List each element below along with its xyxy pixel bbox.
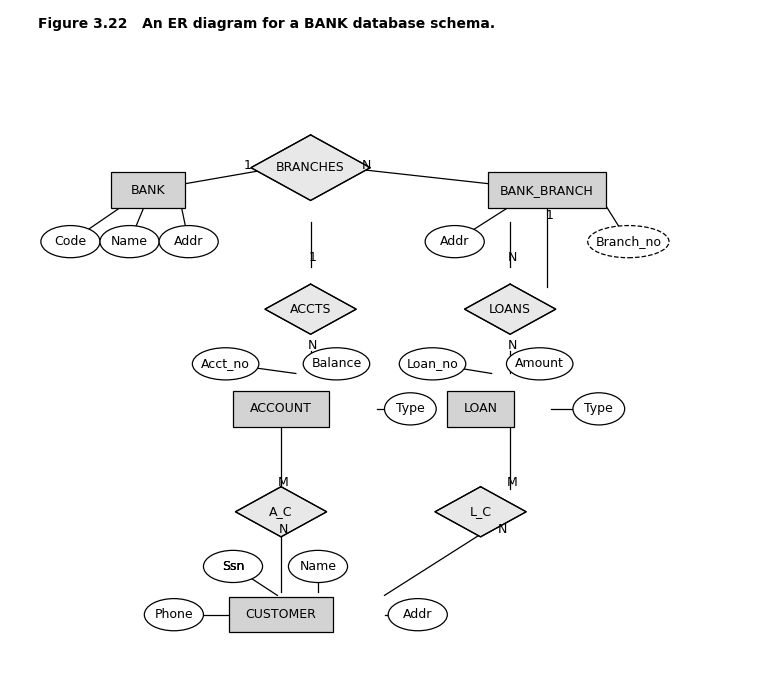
- Ellipse shape: [303, 348, 370, 380]
- Text: N: N: [308, 339, 318, 353]
- Polygon shape: [235, 486, 327, 537]
- Text: 1: 1: [545, 210, 553, 222]
- Ellipse shape: [573, 393, 624, 425]
- Ellipse shape: [399, 348, 466, 380]
- Text: N: N: [508, 339, 517, 353]
- Text: Ssn: Ssn: [221, 560, 245, 573]
- Text: Branch_no: Branch_no: [595, 235, 661, 248]
- Ellipse shape: [288, 550, 348, 582]
- Ellipse shape: [507, 348, 573, 380]
- Text: A_C: A_C: [269, 505, 293, 518]
- Ellipse shape: [425, 226, 484, 257]
- Text: Code: Code: [55, 235, 86, 248]
- Ellipse shape: [384, 393, 436, 425]
- Text: Name: Name: [299, 560, 337, 573]
- Text: Addr: Addr: [174, 235, 203, 248]
- Text: Name: Name: [111, 235, 148, 248]
- Text: Phone: Phone: [155, 608, 193, 621]
- Text: L_C: L_C: [470, 505, 491, 518]
- FancyBboxPatch shape: [229, 597, 333, 632]
- Ellipse shape: [145, 599, 204, 631]
- Text: Acct_no: Acct_no: [201, 357, 250, 371]
- Text: 1: 1: [309, 251, 317, 264]
- Text: Loan_no: Loan_no: [407, 357, 458, 371]
- Text: Addr: Addr: [403, 608, 432, 621]
- Text: N: N: [498, 523, 508, 536]
- Text: Figure 3.22   An ER diagram for a BANK database schema.: Figure 3.22 An ER diagram for a BANK dat…: [38, 17, 495, 31]
- Ellipse shape: [388, 599, 448, 631]
- Text: CUSTOMER: CUSTOMER: [245, 608, 317, 621]
- Text: Amount: Amount: [515, 357, 564, 371]
- Text: M: M: [278, 476, 288, 489]
- Ellipse shape: [100, 226, 159, 257]
- Text: Type: Type: [396, 403, 424, 416]
- Polygon shape: [265, 284, 356, 335]
- Text: Balance: Balance: [311, 357, 361, 371]
- Ellipse shape: [159, 226, 218, 257]
- Text: LOAN: LOAN: [464, 403, 498, 416]
- Text: BRANCHES: BRANCHES: [276, 161, 345, 174]
- Text: N: N: [278, 523, 288, 536]
- Text: Type: Type: [584, 403, 613, 416]
- FancyBboxPatch shape: [111, 173, 185, 208]
- Polygon shape: [464, 284, 556, 335]
- Polygon shape: [435, 486, 526, 537]
- Text: ACCOUNT: ACCOUNT: [250, 403, 312, 416]
- Text: N: N: [508, 251, 517, 264]
- Ellipse shape: [41, 226, 100, 257]
- Text: BANK: BANK: [131, 184, 165, 196]
- Ellipse shape: [204, 550, 262, 582]
- Text: Ssn: Ssn: [221, 560, 245, 573]
- FancyBboxPatch shape: [233, 391, 329, 427]
- Text: Ssn: Ssn: [221, 560, 245, 573]
- FancyBboxPatch shape: [448, 391, 514, 427]
- Text: LOANS: LOANS: [489, 303, 531, 316]
- Polygon shape: [251, 135, 371, 201]
- FancyBboxPatch shape: [488, 173, 606, 208]
- Text: ACCTS: ACCTS: [290, 303, 331, 316]
- Text: Addr: Addr: [440, 235, 469, 248]
- Text: N: N: [361, 159, 371, 172]
- Ellipse shape: [588, 226, 669, 257]
- Text: 1: 1: [244, 159, 251, 172]
- Ellipse shape: [192, 348, 259, 380]
- Text: M: M: [507, 476, 518, 489]
- Text: BANK_BRANCH: BANK_BRANCH: [500, 184, 594, 196]
